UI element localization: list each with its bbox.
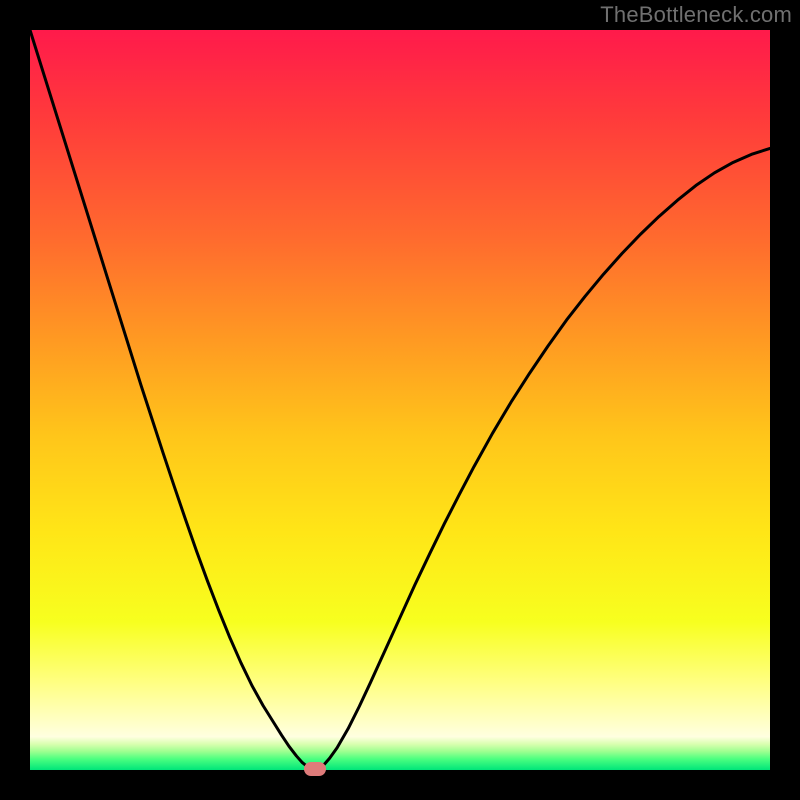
minimum-marker	[304, 762, 326, 776]
watermark-text: TheBottleneck.com	[600, 2, 792, 28]
plot-area	[30, 30, 770, 770]
chart-frame: TheBottleneck.com	[0, 0, 800, 800]
